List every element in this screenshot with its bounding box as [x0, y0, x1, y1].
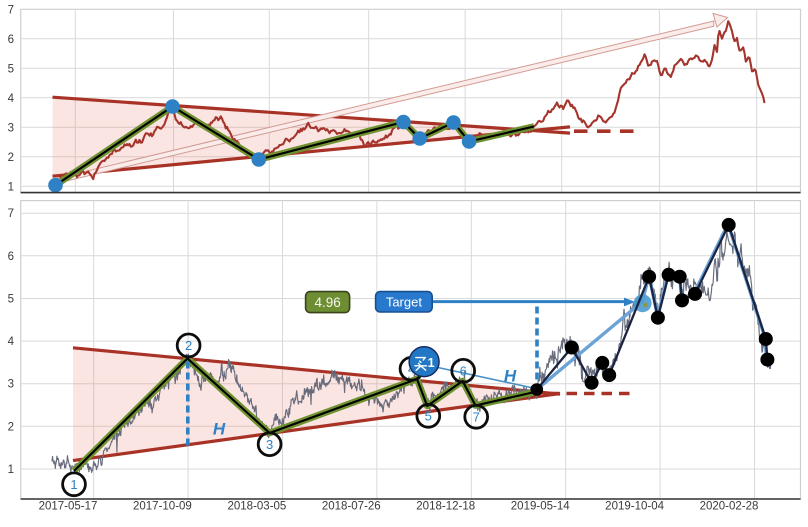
- svg-text:3: 3: [266, 437, 273, 452]
- svg-text:2: 2: [185, 338, 192, 353]
- svg-text:1: 1: [8, 464, 14, 476]
- svg-text:6: 6: [460, 363, 467, 378]
- svg-text:3: 3: [8, 122, 14, 134]
- svg-text:5: 5: [8, 63, 14, 75]
- svg-text:Target: Target: [386, 294, 423, 309]
- svg-text:4: 4: [8, 93, 15, 105]
- svg-text:2018-12-18: 2018-12-18: [416, 501, 475, 513]
- svg-text:2018-07-26: 2018-07-26: [322, 501, 381, 513]
- svg-text:2: 2: [8, 421, 14, 433]
- svg-text:2019-05-14: 2019-05-14: [511, 501, 570, 513]
- svg-text:7: 7: [8, 4, 14, 16]
- svg-text:2018-03-05: 2018-03-05: [227, 501, 286, 513]
- svg-text:7: 7: [8, 208, 14, 220]
- svg-text:2: 2: [8, 152, 14, 164]
- svg-text:H: H: [213, 420, 226, 439]
- svg-text:1: 1: [428, 356, 435, 370]
- svg-text:3: 3: [8, 379, 14, 391]
- svg-text:5: 5: [8, 294, 14, 306]
- svg-text:5: 5: [425, 408, 432, 423]
- svg-text:6: 6: [8, 34, 14, 46]
- svg-text:2017-10-09: 2017-10-09: [133, 501, 192, 513]
- svg-text:7: 7: [473, 409, 480, 424]
- svg-text:1: 1: [8, 181, 14, 193]
- svg-text:6: 6: [8, 251, 14, 263]
- svg-text:2020-02-28: 2020-02-28: [700, 501, 759, 513]
- svg-text:H: H: [504, 367, 517, 386]
- svg-text:2019-10-04: 2019-10-04: [605, 501, 664, 513]
- svg-text:4.96: 4.96: [314, 295, 340, 310]
- svg-text:4: 4: [8, 336, 15, 348]
- svg-text:2017-05-17: 2017-05-17: [39, 501, 98, 513]
- svg-text:1: 1: [70, 477, 77, 492]
